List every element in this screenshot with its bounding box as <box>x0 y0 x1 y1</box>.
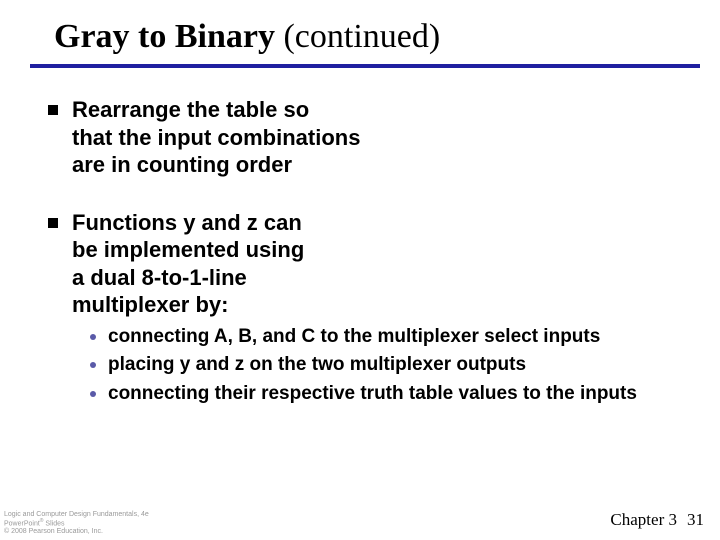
dot-bullet-icon <box>90 334 96 340</box>
bullet-1-text: Rearrange the table sothat the input com… <box>72 96 360 179</box>
sub-bullet-1: connecting A, B, and C to the multiplexe… <box>90 325 690 350</box>
sub-bullet-1-text: connecting A, B, and C to the multiplexe… <box>108 325 600 350</box>
footer-line2: PowerPoint® Slides <box>4 519 149 528</box>
footer-credits: Logic and Computer Design Fundamentals, … <box>4 511 149 536</box>
bullet-1: Rearrange the table sothat the input com… <box>48 96 690 179</box>
sub-bullet-2: placing y and z on the two multiplexer o… <box>90 353 690 378</box>
square-bullet-icon <box>48 218 58 228</box>
slide: Gray to Binary (continued) Rearrange the… <box>0 0 720 540</box>
bullet-2-text: Functions y and z canbe implemented usin… <box>72 209 304 319</box>
dot-bullet-icon <box>90 391 96 397</box>
footer-line1: Logic and Computer Design Fundamentals, … <box>4 511 149 519</box>
bullet-list: Rearrange the table sothat the input com… <box>48 96 690 407</box>
sub-bullet-list: connecting A, B, and C to the multiplexe… <box>90 325 690 407</box>
sub-bullet-3: connecting their respective truth table … <box>90 382 690 407</box>
bullet-2: Functions y and z canbe implemented usin… <box>48 209 690 319</box>
dot-bullet-icon <box>90 362 96 368</box>
sub-bullet-2-text: placing y and z on the two multiplexer o… <box>108 353 526 378</box>
footer-page: Chapter 3 31 <box>610 510 704 530</box>
square-bullet-icon <box>48 105 58 115</box>
slide-title: Gray to Binary (continued) <box>54 18 690 56</box>
sub-bullet-3-text: connecting their respective truth table … <box>108 382 637 407</box>
page-number: 31 <box>687 510 704 529</box>
footer-line3: © 2008 Pearson Education, Inc. <box>4 528 149 536</box>
title-main: Gray to Binary <box>54 18 275 55</box>
title-continued: (continued) <box>275 18 440 55</box>
chapter-label: Chapter 3 <box>610 510 677 529</box>
title-rule <box>30 64 700 68</box>
